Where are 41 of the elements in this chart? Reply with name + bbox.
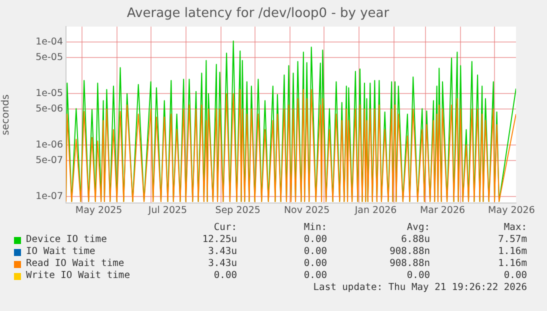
legend-label: IO Wait time bbox=[26, 246, 96, 258]
text: 1.16m bbox=[498, 258, 527, 270]
text: 908.88n bbox=[390, 258, 430, 270]
text: Max: bbox=[504, 222, 527, 234]
y-tick-label: 5e-05 bbox=[36, 52, 63, 64]
text: 7.57m bbox=[498, 234, 527, 246]
text: 0.00 bbox=[304, 270, 327, 282]
text: Avg: bbox=[406, 222, 430, 234]
text: 0.00 bbox=[406, 270, 430, 282]
legend-label: Read IO Wait time bbox=[26, 258, 124, 270]
text: 12.25u bbox=[202, 234, 237, 246]
text: 0.00 bbox=[504, 270, 527, 282]
text: Cur: bbox=[214, 222, 237, 234]
text: 0.00 bbox=[304, 258, 327, 270]
x-tick-label: Sep 2025 bbox=[215, 205, 260, 216]
chart-title: Average latency for /dev/loop0 - by year bbox=[126, 6, 390, 22]
y-tick-label: 1e-06 bbox=[36, 140, 63, 151]
text: 3.43u bbox=[208, 258, 237, 270]
y-tick-label: 1e-07 bbox=[36, 191, 63, 202]
text: 3.43u bbox=[208, 246, 237, 258]
text: 0.00 bbox=[214, 270, 237, 282]
x-tick-label: Jul 2025 bbox=[147, 205, 188, 216]
x-tick-label: May 2026 bbox=[488, 205, 535, 216]
text: Min: bbox=[304, 222, 327, 234]
y-tick-label: 1e-05 bbox=[36, 88, 63, 100]
text: 6.88u bbox=[401, 234, 430, 246]
x-tick-label: Nov 2025 bbox=[284, 205, 330, 216]
y-tick-label: 5e-06 bbox=[36, 104, 63, 115]
text: 0.00 bbox=[304, 234, 327, 246]
text: 908.88n bbox=[390, 246, 430, 258]
y-axis-title: seconds bbox=[0, 94, 12, 136]
x-tick-label: Mar 2026 bbox=[420, 205, 466, 216]
legend-label: Write IO Wait time bbox=[26, 270, 130, 282]
text: 0.00 bbox=[304, 246, 327, 258]
legend-label: Device IO time bbox=[26, 234, 107, 246]
text: Last update: Thu May 21 19:26:22 2026 bbox=[313, 282, 527, 294]
y-tick-label: 5e-07 bbox=[36, 155, 63, 166]
y-tick-label: 1e-04 bbox=[36, 36, 63, 48]
x-tick-label: Jan 2026 bbox=[354, 205, 397, 216]
x-tick-label: May 2025 bbox=[75, 205, 122, 216]
text: 1.16m bbox=[498, 246, 527, 258]
